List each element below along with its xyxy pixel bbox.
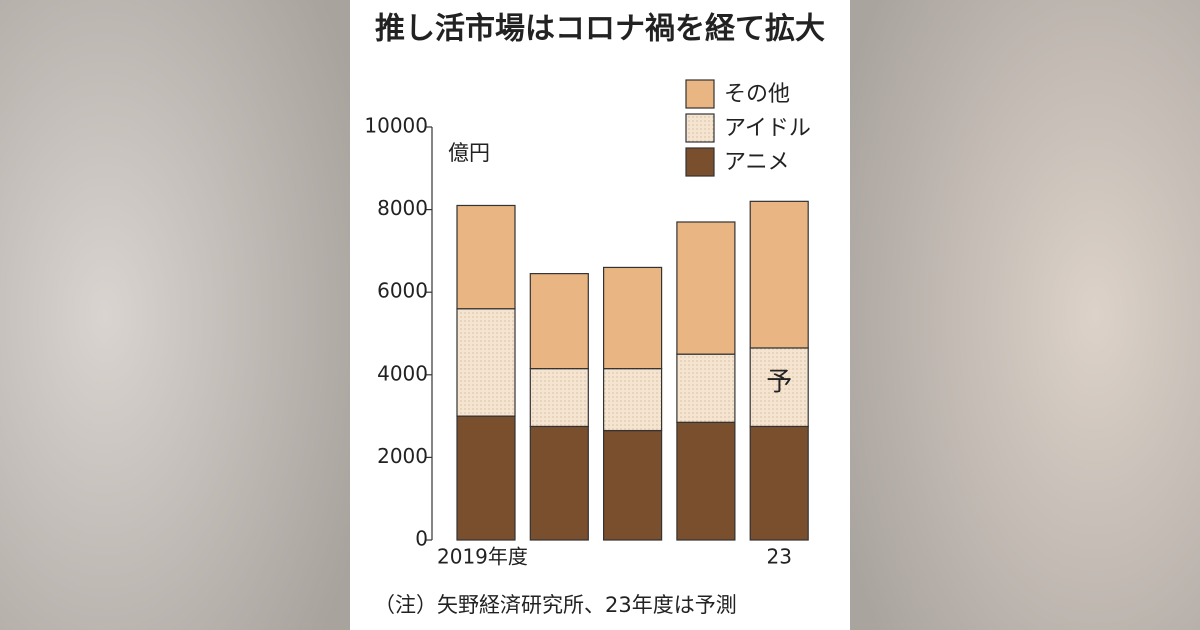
bar-segment xyxy=(676,353,736,423)
bar-segment xyxy=(456,415,516,541)
bar-segment xyxy=(602,429,663,541)
bar-segment xyxy=(602,368,663,432)
bar-segment xyxy=(749,425,809,541)
blurred-background xyxy=(850,0,1200,630)
legend-swatch xyxy=(685,113,715,143)
bar-segment xyxy=(602,266,663,370)
bar-segment xyxy=(529,368,589,428)
y-tick-label: 6000 xyxy=(377,279,428,303)
legend-label: その他 xyxy=(724,82,790,107)
legend-label: アイドル xyxy=(724,116,811,141)
forecast-annotation: 予 xyxy=(766,368,792,398)
x-tick-label: 23 xyxy=(766,545,791,569)
x-tick-label: 2019年度 xyxy=(437,545,528,569)
y-tick-label: 2000 xyxy=(377,444,428,468)
bar-segment xyxy=(749,200,809,349)
y-tick-label: 10000 xyxy=(364,114,428,138)
bar-segment xyxy=(676,221,736,355)
bar-segment xyxy=(456,308,516,417)
bar-segment xyxy=(749,347,809,428)
bar-segment xyxy=(529,273,589,370)
bar-segment xyxy=(456,204,516,310)
blurred-background xyxy=(0,0,350,630)
legend-swatch xyxy=(685,147,715,177)
y-tick-label: 8000 xyxy=(377,196,428,220)
plot: 0 2000 4000 6000 8000 10000 2019年度 23 予 その他アイドルアニ… xyxy=(364,79,811,569)
bar-segment xyxy=(676,421,736,541)
chart-title: 推し活市場はコロナ禍を経て拡大 xyxy=(375,12,825,47)
note: （注）矢野経済研究所、23年度は予測 xyxy=(374,593,737,617)
legend-swatch xyxy=(685,79,715,109)
bar-segment xyxy=(529,425,589,541)
unit-label: 億円 xyxy=(448,141,490,165)
legend-label: アニメ xyxy=(724,150,790,175)
y-tick-label: 0 xyxy=(415,527,428,551)
y-tick-label: 4000 xyxy=(377,361,428,385)
